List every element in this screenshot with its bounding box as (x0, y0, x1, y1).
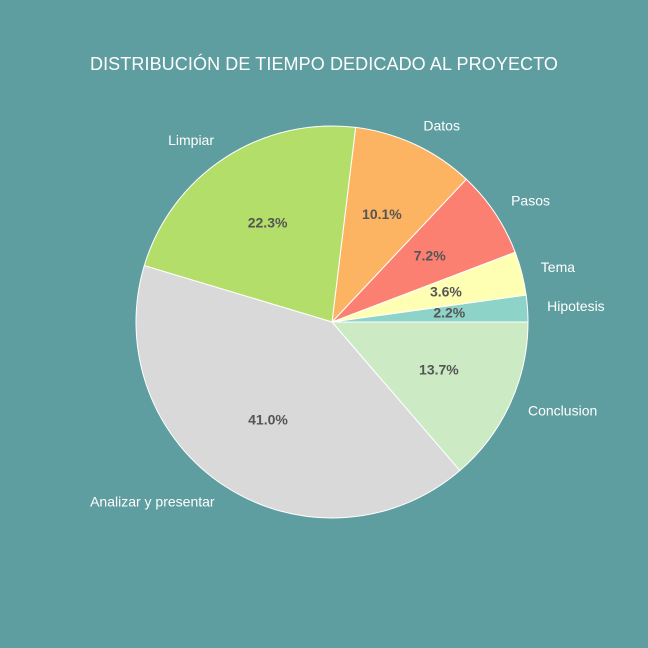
pie-category-label-datos: Datos (423, 117, 460, 133)
pie-slice-analizar-y-presentar (135, 264, 461, 519)
pie-category-label-limpiar: Limpiar (168, 132, 214, 148)
pie-slices (135, 125, 529, 519)
pie-category-label-pasos: Pasos (511, 193, 550, 209)
pie-labels: 2.2% Hipotesis 3.6% Tema 7.2% Pasos 10.1% Datos… (90, 117, 605, 509)
pie-value-label-limpiar: 22.3% (248, 214, 288, 230)
pie-category-label-conclusion: Conclusion (528, 403, 597, 419)
pie-category-label-analizar-y-presentar: Analizar y presentar (90, 494, 215, 510)
pie-category-label-tema: Tema (541, 259, 575, 275)
chart-title: DISTRIBUCIÓN DE TIEMPO DEDICADO AL PROYE… (89, 54, 559, 74)
pie-value-label-hipotesis: 2.2% (433, 305, 465, 321)
pie-slice-limpiar (143, 125, 357, 323)
pie-value-label-pasos: 7.2% (414, 247, 446, 263)
pie-value-label-datos: 10.1% (362, 206, 402, 222)
pie-slice-datos (331, 126, 467, 324)
pie-slice-conclusion (330, 321, 529, 472)
pie-value-label-analizar-y-presentar: 41.0% (248, 411, 288, 427)
pie-value-label-conclusion: 13.7% (419, 362, 459, 378)
pie-value-label-tema: 3.6% (430, 284, 462, 300)
pie-category-label-hipotesis: Hipotesis (547, 298, 605, 314)
